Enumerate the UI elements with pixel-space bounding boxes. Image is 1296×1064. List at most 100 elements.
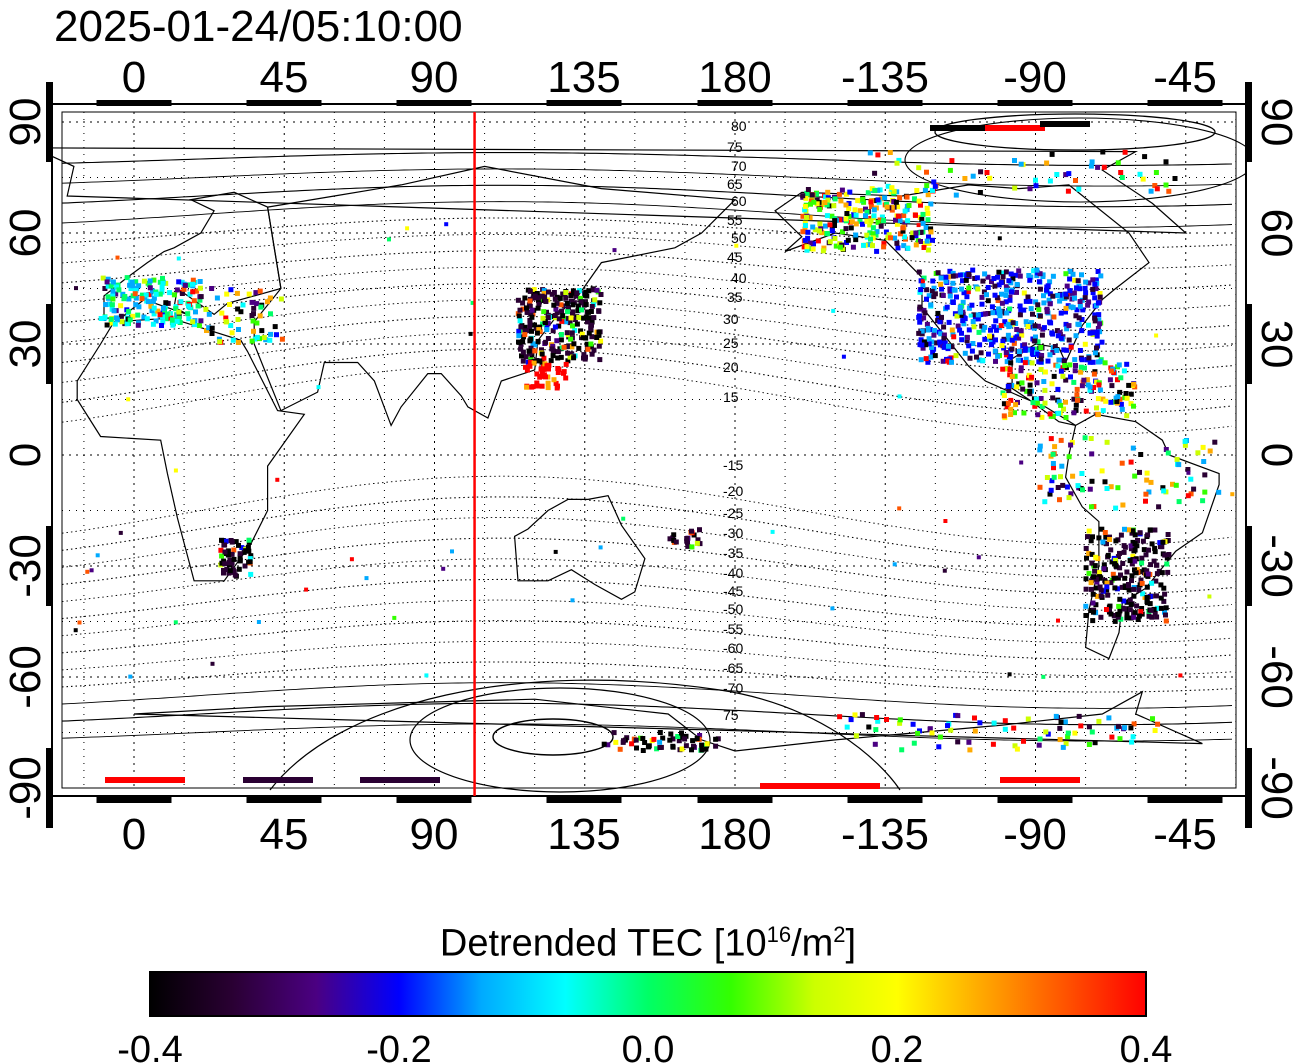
tec-point: [1165, 532, 1171, 537]
tec-point: [1165, 450, 1171, 456]
tec-point: [1092, 318, 1098, 324]
tec-point: [960, 278, 965, 284]
tec-point: [1060, 482, 1066, 488]
tec-point: [598, 292, 604, 297]
tec-point: [845, 237, 851, 243]
tec-point: [640, 736, 646, 741]
tec-point: [1122, 526, 1127, 532]
contour-line: [61, 201, 1233, 228]
tec-point: [1091, 385, 1096, 390]
tec-point: [924, 296, 929, 302]
tec-point: [594, 335, 600, 340]
tec-point: [992, 283, 998, 289]
tec-point: [967, 355, 973, 361]
tec-point: [196, 323, 202, 328]
tec-point: [1058, 719, 1064, 725]
tec-point: [807, 246, 813, 252]
tec-point: [596, 308, 602, 314]
tec-point: [1039, 414, 1045, 420]
tec-point: [867, 222, 873, 228]
tec-point: [976, 329, 982, 335]
tec-point: [1139, 555, 1145, 561]
tec-point: [901, 243, 907, 249]
tec-point: [539, 351, 545, 357]
tec-point: [972, 276, 978, 281]
tec-point: [1082, 435, 1088, 441]
tec-point: [921, 245, 927, 250]
tec-point: [517, 307, 523, 313]
tec-point: [585, 309, 591, 315]
tec-point: [163, 300, 169, 306]
tec-point: [866, 724, 872, 730]
tec-point: [1128, 401, 1134, 407]
tec-point: [1163, 182, 1169, 188]
tec-point: [654, 746, 660, 752]
tec-point: [541, 309, 547, 315]
tec-point: [1147, 527, 1153, 533]
contour-label: 40: [731, 270, 747, 286]
tec-point: [1067, 268, 1073, 274]
tec-point: [570, 323, 575, 329]
tec-point: [642, 740, 648, 745]
tec-point: [897, 195, 903, 201]
tec-point: [805, 235, 811, 241]
tec-point: [1065, 188, 1071, 194]
tec-point: [1087, 486, 1093, 492]
tec-point: [1025, 716, 1031, 722]
tec-point: [924, 183, 930, 189]
tec-point: [912, 196, 917, 202]
bottom-longitude-label: -135: [841, 810, 929, 859]
tec-point: [850, 244, 856, 250]
tec-point: [563, 375, 569, 381]
tec-point: [1075, 397, 1080, 403]
tec-point: [1124, 413, 1130, 419]
tec-point: [187, 291, 193, 297]
tec-point: [843, 202, 849, 208]
tec-point: [989, 279, 994, 285]
tec-point: [1188, 491, 1194, 497]
tec-point: [810, 246, 816, 252]
tec-point: [111, 308, 117, 314]
tec-point: [130, 283, 136, 289]
tec-point: [1133, 570, 1139, 576]
tec-data-points: [73, 121, 1235, 789]
tec-point: [545, 385, 551, 391]
tec-point: [237, 558, 243, 564]
tec-point: [167, 311, 173, 317]
tec-point: [1050, 413, 1056, 419]
tec-point: [924, 205, 930, 211]
tec-point: [186, 316, 192, 322]
tec-point: [245, 544, 251, 550]
tec-point: [1099, 526, 1105, 532]
tec-point: [1007, 672, 1012, 677]
tec-point: [194, 288, 200, 294]
tec-point: [1089, 478, 1095, 484]
tec-point: [559, 308, 565, 314]
top-tick-bar: [697, 100, 773, 106]
tec-point: [1063, 294, 1069, 300]
tec-point: [1094, 333, 1100, 339]
colorbar: [149, 971, 1147, 1017]
tec-point: [539, 347, 544, 353]
tec-point: [568, 315, 574, 321]
tec-point: [1122, 725, 1128, 731]
tec-point: [958, 312, 964, 318]
contour-line: [61, 640, 1233, 677]
colorbar-title-unit: /m: [791, 922, 834, 965]
tec-point: [578, 328, 584, 334]
tec-point: [516, 313, 522, 319]
tec-point: [1109, 368, 1114, 374]
tec-point: [1068, 374, 1073, 380]
tec-point: [316, 385, 321, 390]
tec-point: [879, 214, 885, 220]
tec-point: [129, 279, 135, 285]
tec-point: [822, 200, 828, 205]
contour-label: 75: [723, 707, 739, 723]
tec-point: [545, 320, 551, 326]
tec-point: [1010, 320, 1016, 326]
tec-point: [1002, 726, 1008, 732]
tec-point: [852, 712, 858, 718]
tec-point: [1137, 171, 1143, 177]
tec-point: [1069, 290, 1075, 296]
